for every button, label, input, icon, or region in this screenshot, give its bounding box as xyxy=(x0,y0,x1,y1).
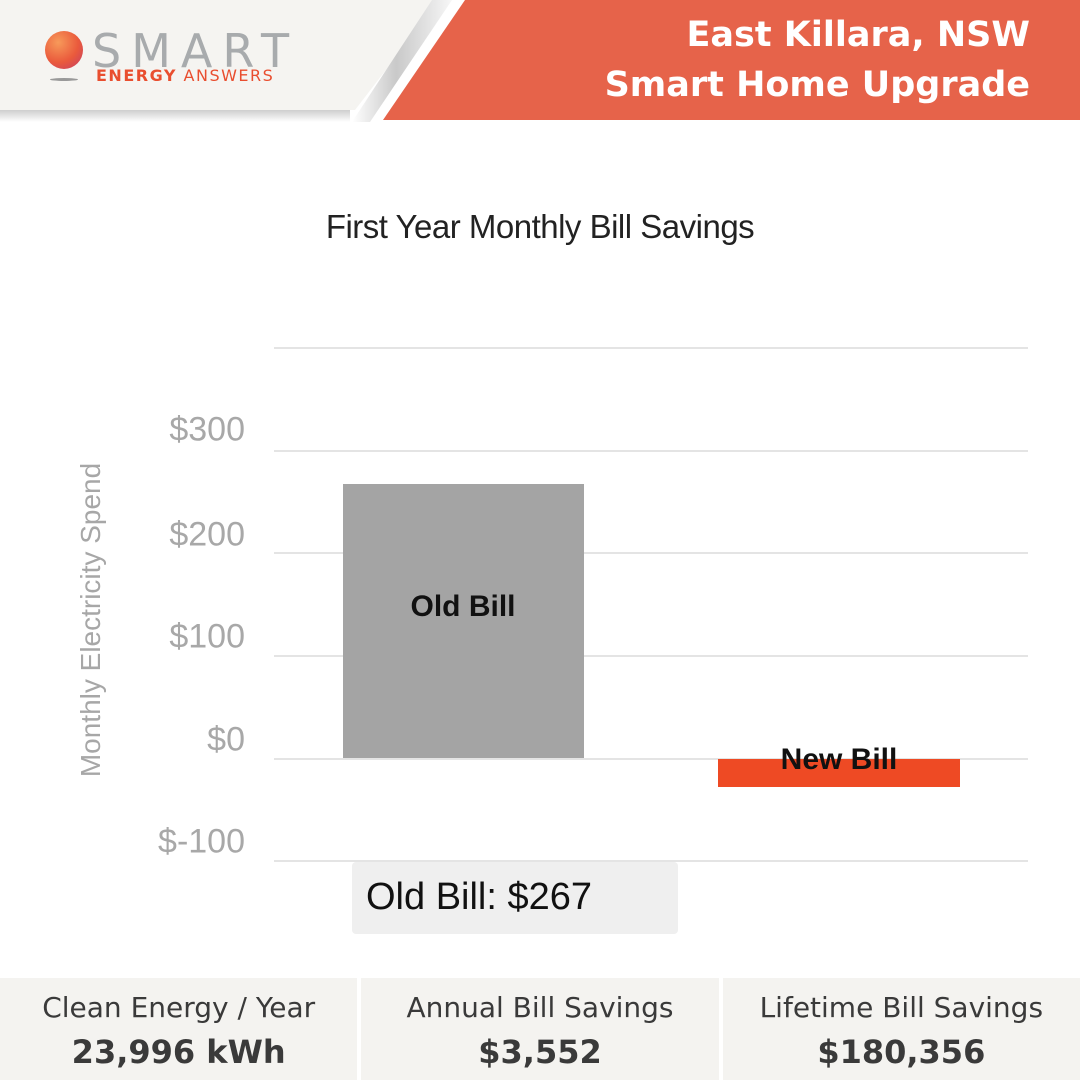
y-tick: $-100 xyxy=(158,822,245,861)
y-tick: $100 xyxy=(169,617,245,656)
banner-text: East Killara, NSW Smart Home Upgrade xyxy=(605,10,1030,110)
old-bill-bar[interactable] xyxy=(343,484,584,758)
logo-word: SMART xyxy=(92,24,300,78)
stats-bar: Clean Energy / Year 23,996 kWh Annual Bi… xyxy=(0,978,1080,1080)
gridline xyxy=(274,347,1028,349)
chart-title: First Year Monthly Bill Savings xyxy=(325,208,755,245)
header: SMART ENERGY ANSWERS East Killara, NSW S… xyxy=(0,0,1080,125)
orb-shadow xyxy=(50,78,78,81)
y-tick: $0 xyxy=(207,720,245,759)
y-tick: $300 xyxy=(169,410,245,449)
stat-lifetime-savings: Lifetime Bill Savings $180,356 xyxy=(722,978,1080,1080)
logo-sub-rest: ANSWERS xyxy=(176,66,275,85)
stat-label: Lifetime Bill Savings xyxy=(759,991,1044,1024)
orb-icon xyxy=(45,31,83,69)
stat-value: $180,356 xyxy=(817,1033,986,1071)
banner xyxy=(383,0,1080,120)
new-bill-bar[interactable] xyxy=(718,759,960,787)
stat-label: Clean Energy / Year xyxy=(42,991,316,1024)
gridline xyxy=(274,450,1028,452)
gridline xyxy=(274,860,1028,862)
gridline xyxy=(274,655,1028,657)
stat-value: 23,996 kWh xyxy=(71,1033,286,1071)
logo-sub-bold: ENERGY xyxy=(96,66,177,85)
stat-annual-savings: Annual Bill Savings $3,552 xyxy=(361,978,719,1080)
logo-subtitle: ENERGY ANSWERS xyxy=(96,66,274,85)
tooltip: Old Bill: $267 xyxy=(352,862,678,934)
gridline-zero xyxy=(274,758,1028,760)
stat-label: Annual Bill Savings xyxy=(406,991,674,1024)
project-subtitle: Smart Home Upgrade xyxy=(604,65,1030,105)
y-axis-label: Monthly Electricity Spend xyxy=(75,462,106,778)
tooltip-text: Old Bill: $267 xyxy=(366,876,593,918)
y-tick: $200 xyxy=(169,515,245,554)
old-bill-label: Old Bill xyxy=(410,590,516,623)
gridline xyxy=(274,552,1028,554)
new-bill-label: New Bill xyxy=(780,743,898,776)
stat-clean-energy: Clean Energy / Year 23,996 kWh xyxy=(0,978,358,1080)
stat-value: $3,552 xyxy=(478,1033,602,1071)
location-title: East Killara, NSW xyxy=(686,15,1030,55)
